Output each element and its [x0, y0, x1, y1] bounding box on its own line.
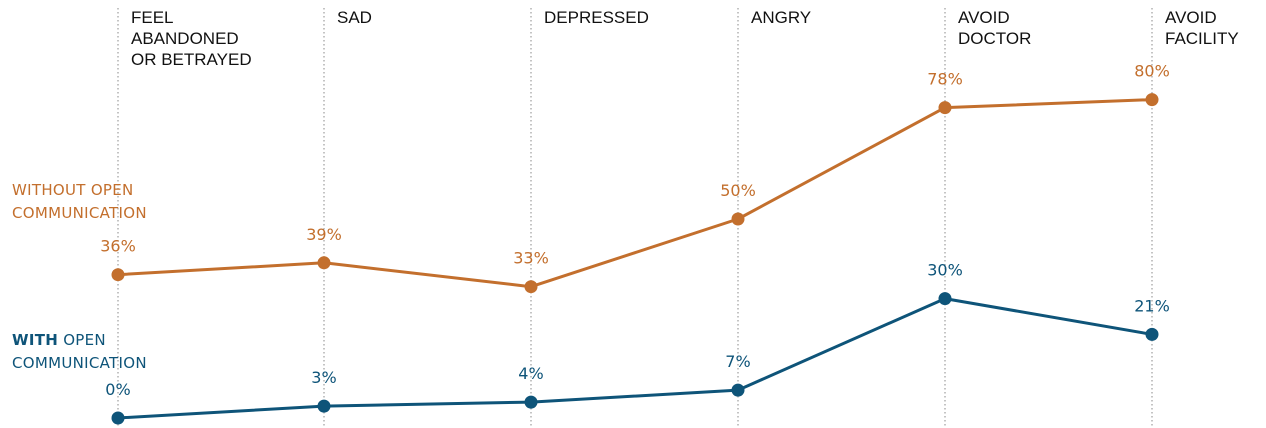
category-label-line: ANGRY: [751, 8, 811, 27]
category-label: DEPRESSED: [544, 8, 649, 27]
series-line: [117, 98, 1153, 289]
data-label: 39%: [306, 225, 342, 244]
category-label-line: OR BETRAYED: [131, 50, 252, 69]
data-point: [111, 268, 125, 282]
category-label: AVOID FACILITY: [1165, 8, 1239, 48]
legend-text: COMMUNICATION: [12, 354, 147, 372]
category-label: FEEL ABANDONED OR BETRAYED: [131, 8, 252, 69]
category-label-line: AVOID: [1165, 8, 1217, 27]
series-legends: WITHOUT OPEN COMMUNICATION WITH OPEN COMMUN…: [12, 181, 147, 372]
category-label-line: ABANDONED: [131, 29, 239, 48]
data-point: [1145, 327, 1159, 341]
data-label: 78%: [927, 70, 963, 89]
data-point: [938, 101, 952, 115]
category-label: AVOID DOCTOR: [958, 8, 1031, 48]
category-label-line: FEEL: [131, 8, 174, 27]
category-label-line: SAD: [337, 8, 372, 27]
legend-line: WITHOUT OPEN: [12, 181, 134, 199]
data-label: 4%: [518, 364, 543, 383]
category-label: ANGRY: [751, 8, 811, 27]
data-label: 7%: [725, 352, 750, 371]
category-labels: FEEL ABANDONED OR BETRAYED SAD DEPRESSED ANGR…: [131, 8, 1239, 69]
data-label: 30%: [927, 261, 963, 280]
category-label: SAD: [337, 8, 372, 27]
data-label: 33%: [513, 249, 549, 268]
legend-line: COMMUNICATION: [12, 354, 147, 372]
data-label: 36%: [100, 237, 136, 256]
data-point: [524, 395, 538, 409]
data-label: 80%: [1134, 62, 1170, 81]
category-label-line: FACILITY: [1165, 29, 1239, 48]
data-point: [317, 399, 331, 413]
category-label-line: DOCTOR: [958, 29, 1031, 48]
legend-line: WITH OPEN: [12, 331, 106, 349]
data-point: [731, 383, 745, 397]
data-point: [317, 256, 331, 270]
legend-line: COMMUNICATION: [12, 204, 147, 222]
data-point: [731, 212, 745, 226]
category-label-line: DEPRESSED: [544, 8, 649, 27]
data-point: [524, 280, 538, 294]
legend-text: OPEN: [58, 331, 106, 349]
data-label: 50%: [720, 181, 756, 200]
data-label: 3%: [311, 368, 336, 387]
category-dividers: [117, 8, 1153, 428]
series-lines: [117, 98, 1153, 420]
category-label-line: AVOID: [958, 8, 1010, 27]
data-points: [111, 93, 1159, 425]
data-labels: 36% 39% 33% 50% 78% 80% 0% 3% 4% 7% 30% 21%: [100, 62, 1170, 399]
legend-text: WITHOUT OPEN: [12, 181, 134, 199]
series-line: [117, 297, 1153, 420]
data-point: [1145, 93, 1159, 107]
data-label: 0%: [105, 380, 130, 399]
legend-text: WITH: [12, 331, 58, 349]
data-point: [938, 292, 952, 306]
legend-text: COMMUNICATION: [12, 204, 147, 222]
data-label: 21%: [1134, 296, 1170, 315]
data-point: [111, 411, 125, 425]
